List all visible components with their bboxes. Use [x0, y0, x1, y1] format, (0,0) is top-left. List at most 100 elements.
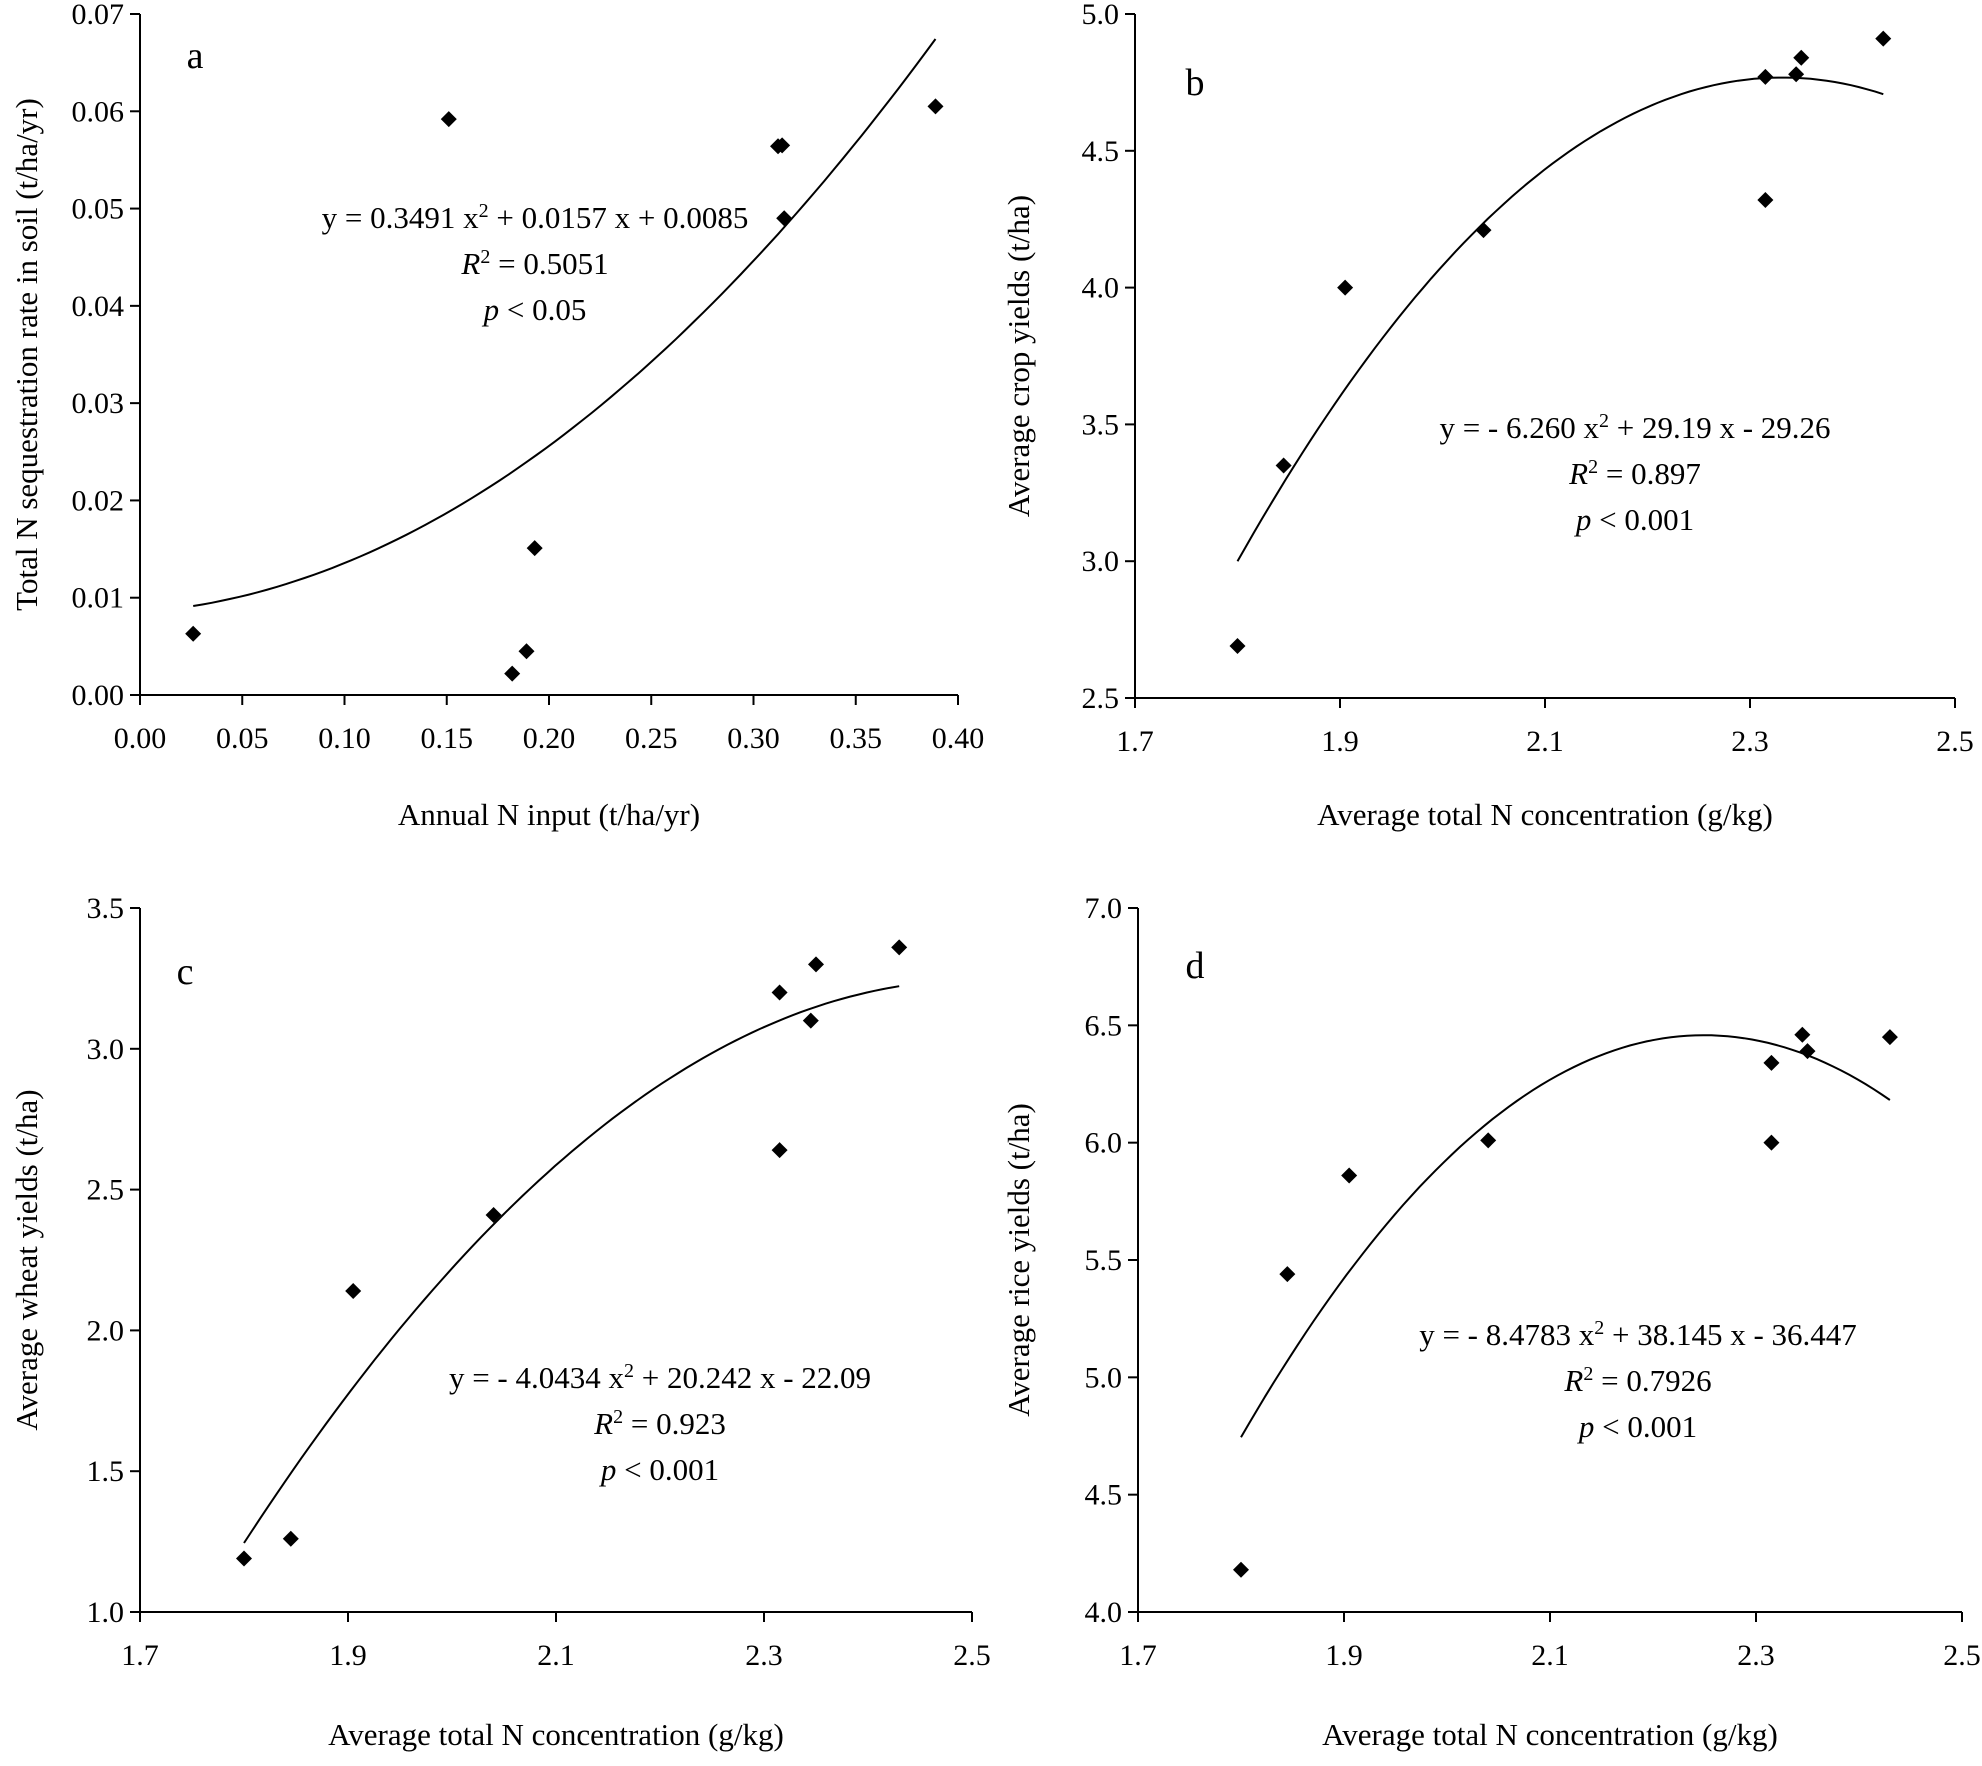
- data-point: [282, 1530, 299, 1547]
- data-point: [808, 956, 824, 973]
- fit-curve: [1240, 1034, 1891, 1438]
- r-squared: R2 = 0.7926: [1563, 1363, 1711, 1398]
- x-tick-label: 2.3: [1731, 725, 1769, 758]
- y-axis-title: Average rice yields (t/ha): [1001, 1103, 1036, 1417]
- panel-c: 1.0 1.5 2.0 2.5 3.0 3.5 1.7 1.9 2.1 2.3 2.5 Average…: [9, 892, 991, 1752]
- panel-letter: b: [1186, 62, 1205, 104]
- x-tick-label: 1.7: [121, 1639, 159, 1672]
- x-axis-title: Annual N input (t/ha/yr): [398, 797, 700, 832]
- fit-curve: [243, 985, 900, 1544]
- data-point: [1763, 1134, 1780, 1151]
- p-value: p < 0.001: [1577, 1409, 1697, 1444]
- p-value: p < 0.05: [482, 292, 587, 327]
- fit-curve: [1236, 76, 1884, 562]
- p-value: p < 0.001: [1574, 502, 1694, 537]
- panel-letter: d: [1186, 945, 1205, 987]
- data-point: [1763, 1054, 1780, 1071]
- x-tick-label: 0.25: [625, 722, 678, 755]
- data-point: [526, 540, 543, 557]
- fit-curve: [193, 38, 937, 607]
- x-tick-label: 0.10: [318, 722, 371, 755]
- y-tick-label: 4.0: [1085, 1596, 1123, 1629]
- data-point: [504, 665, 521, 682]
- y-tick-label: 4.5: [1085, 1479, 1123, 1512]
- r-squared: R2 = 0.5051: [460, 246, 608, 281]
- y-tick-label: 0.06: [72, 95, 125, 128]
- r-squared: R2 = 0.897: [1568, 456, 1701, 491]
- x-tick-label: 0.00: [114, 722, 167, 755]
- x-tick-label: 1.9: [1325, 1639, 1363, 1672]
- data-point: [1233, 1561, 1249, 1578]
- x-tick-label: 0.05: [216, 722, 269, 755]
- y-tick-label: 1.0: [87, 1596, 125, 1629]
- x-tick-label: 2.3: [1737, 1639, 1775, 1672]
- panel-letter: a: [187, 35, 204, 77]
- y-tick-label: 3.0: [87, 1033, 125, 1066]
- x-axis-title: Average total N concentration (g/kg): [1317, 797, 1773, 832]
- data-point: [1799, 1043, 1816, 1060]
- x-axis-title: Average total N concentration (g/kg): [1322, 1717, 1778, 1752]
- x-tick-label: 2.1: [1526, 725, 1564, 758]
- data-point: [1229, 638, 1246, 655]
- data-point: [1341, 1167, 1358, 1184]
- x-tick-label: 0.30: [727, 722, 780, 755]
- data-point: [1794, 1026, 1811, 1043]
- x-tick-label: 1.7: [1116, 725, 1154, 758]
- y-tick-label: 0.02: [72, 484, 125, 517]
- data-point: [1788, 66, 1805, 83]
- y-tick-label: 2.0: [87, 1314, 125, 1347]
- y-tick-label: 5.0: [1082, 0, 1120, 31]
- data-point: [1757, 68, 1774, 85]
- x-tick-label: 1.7: [1119, 1639, 1157, 1672]
- data-point: [485, 1206, 502, 1223]
- x-tick-label: 0.40: [932, 722, 985, 755]
- data-point: [802, 1012, 819, 1029]
- x-tick-label: 2.5: [953, 1639, 991, 1672]
- fit-equation: y = - 4.0434 x2 + 20.242 x - 22.09: [449, 1360, 871, 1395]
- data-point: [1793, 49, 1810, 66]
- panel-letter: c: [177, 951, 194, 993]
- data-point: [776, 210, 793, 227]
- y-tick-label: 7.0: [1085, 892, 1123, 925]
- y-tick-label: 1.5: [87, 1455, 125, 1488]
- data-point: [771, 1142, 788, 1159]
- x-tick-label: 0.20: [523, 722, 576, 755]
- data-point: [891, 939, 908, 956]
- panel-a: 0.00 0.01 0.02 0.03 0.04 0.05 0.06 0.07 0.00 0.05…: [9, 0, 984, 832]
- x-tick-label: 2.1: [537, 1639, 575, 1672]
- y-tick-label: 3.5: [1082, 408, 1120, 441]
- y-axis-title: Average crop yields (t/ha): [1001, 195, 1036, 517]
- y-axis-title: Total N sequestration rate in soil (t/ha…: [9, 98, 44, 611]
- y-tick-label: 4.0: [1082, 272, 1120, 305]
- y-tick-label: 0.04: [72, 290, 125, 323]
- data-point: [1480, 1132, 1497, 1149]
- data-point: [1279, 1266, 1296, 1283]
- y-tick-label: 5.0: [1085, 1361, 1123, 1394]
- x-tick-label: 0.35: [830, 722, 883, 755]
- y-tick-label: 2.5: [87, 1174, 125, 1207]
- data-point: [1475, 222, 1492, 239]
- data-point: [1881, 1029, 1898, 1046]
- data-point: [1757, 192, 1774, 209]
- data-point: [771, 984, 788, 1001]
- fit-equation: y = 0.3491 x2 + 0.0157 x + 0.0085: [322, 200, 749, 235]
- x-tick-label: 2.5: [1943, 1639, 1981, 1672]
- y-tick-label: 4.5: [1082, 135, 1120, 168]
- x-tick-label: 0.15: [421, 722, 474, 755]
- x-tick-label: 1.9: [329, 1639, 367, 1672]
- y-tick-label: 3.5: [87, 892, 125, 925]
- data-point: [1875, 30, 1892, 47]
- y-tick-label: 0.00: [72, 679, 125, 712]
- data-point: [774, 137, 791, 154]
- fit-equation: y = - 6.260 x2 + 29.19 x - 29.26: [1439, 410, 1830, 445]
- fit-equation: y = - 8.4783 x2 + 38.145 x - 36.447: [1419, 1317, 1857, 1352]
- data-point: [1275, 457, 1292, 474]
- data-point: [927, 98, 944, 115]
- data-point: [345, 1282, 362, 1299]
- y-tick-label: 5.5: [1085, 1244, 1123, 1277]
- y-tick-label: 0.05: [72, 193, 125, 226]
- data-point: [236, 1550, 252, 1567]
- y-tick-label: 0.03: [72, 387, 125, 420]
- p-value: p < 0.001: [599, 1452, 719, 1487]
